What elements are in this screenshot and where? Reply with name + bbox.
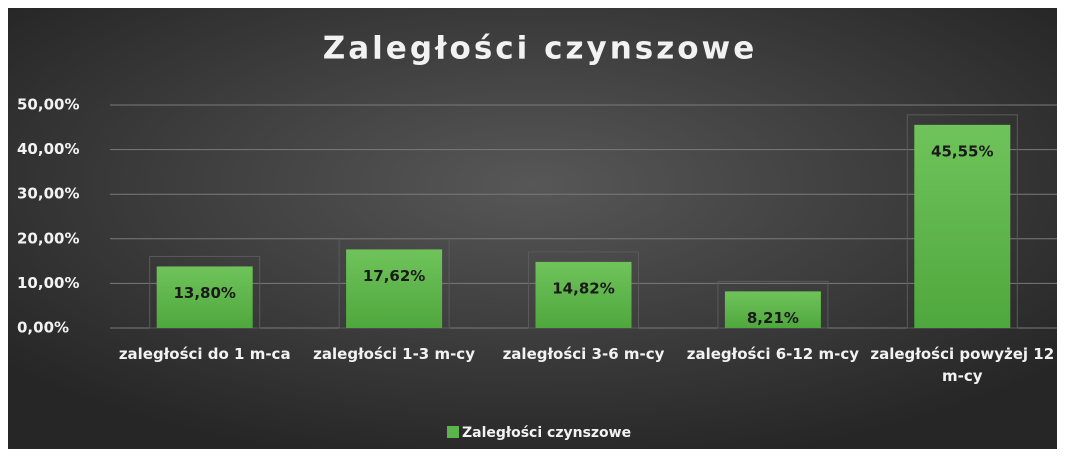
chart-title: Zaległości czynszowe [323,31,757,67]
x-tick-label: zaległości 3-6 m-cy [502,345,665,363]
bar [156,266,253,328]
chart-background [8,8,1057,449]
y-tick-label: 50,00% [17,96,79,114]
bar [914,124,1011,328]
y-tick-label: 0,00% [17,319,69,337]
legend-label: Zaległości czynszowe [462,425,631,441]
data-label: 8,21% [747,309,799,327]
legend-swatch [447,426,459,438]
data-label: 14,82% [552,279,614,297]
y-tick-label: 10,00% [17,274,79,292]
bar [346,249,443,328]
x-tick-label: zaległości powyżej 12 m-cy [870,345,1055,385]
x-tick-label: zaległości 1-3 m-cy [313,345,475,363]
data-label: 13,80% [173,284,235,302]
y-tick-label: 30,00% [17,185,79,203]
y-tick-label: 20,00% [17,229,79,247]
bar [724,291,821,328]
x-tick-label: zaległości do 1 m-ca [118,345,291,363]
bar [535,261,632,328]
y-tick-label: 40,00% [17,140,79,158]
x-tick-label: zaległości 6-12 m-cy [686,345,859,363]
data-label: 45,55% [931,142,993,160]
data-label: 17,62% [363,267,425,285]
